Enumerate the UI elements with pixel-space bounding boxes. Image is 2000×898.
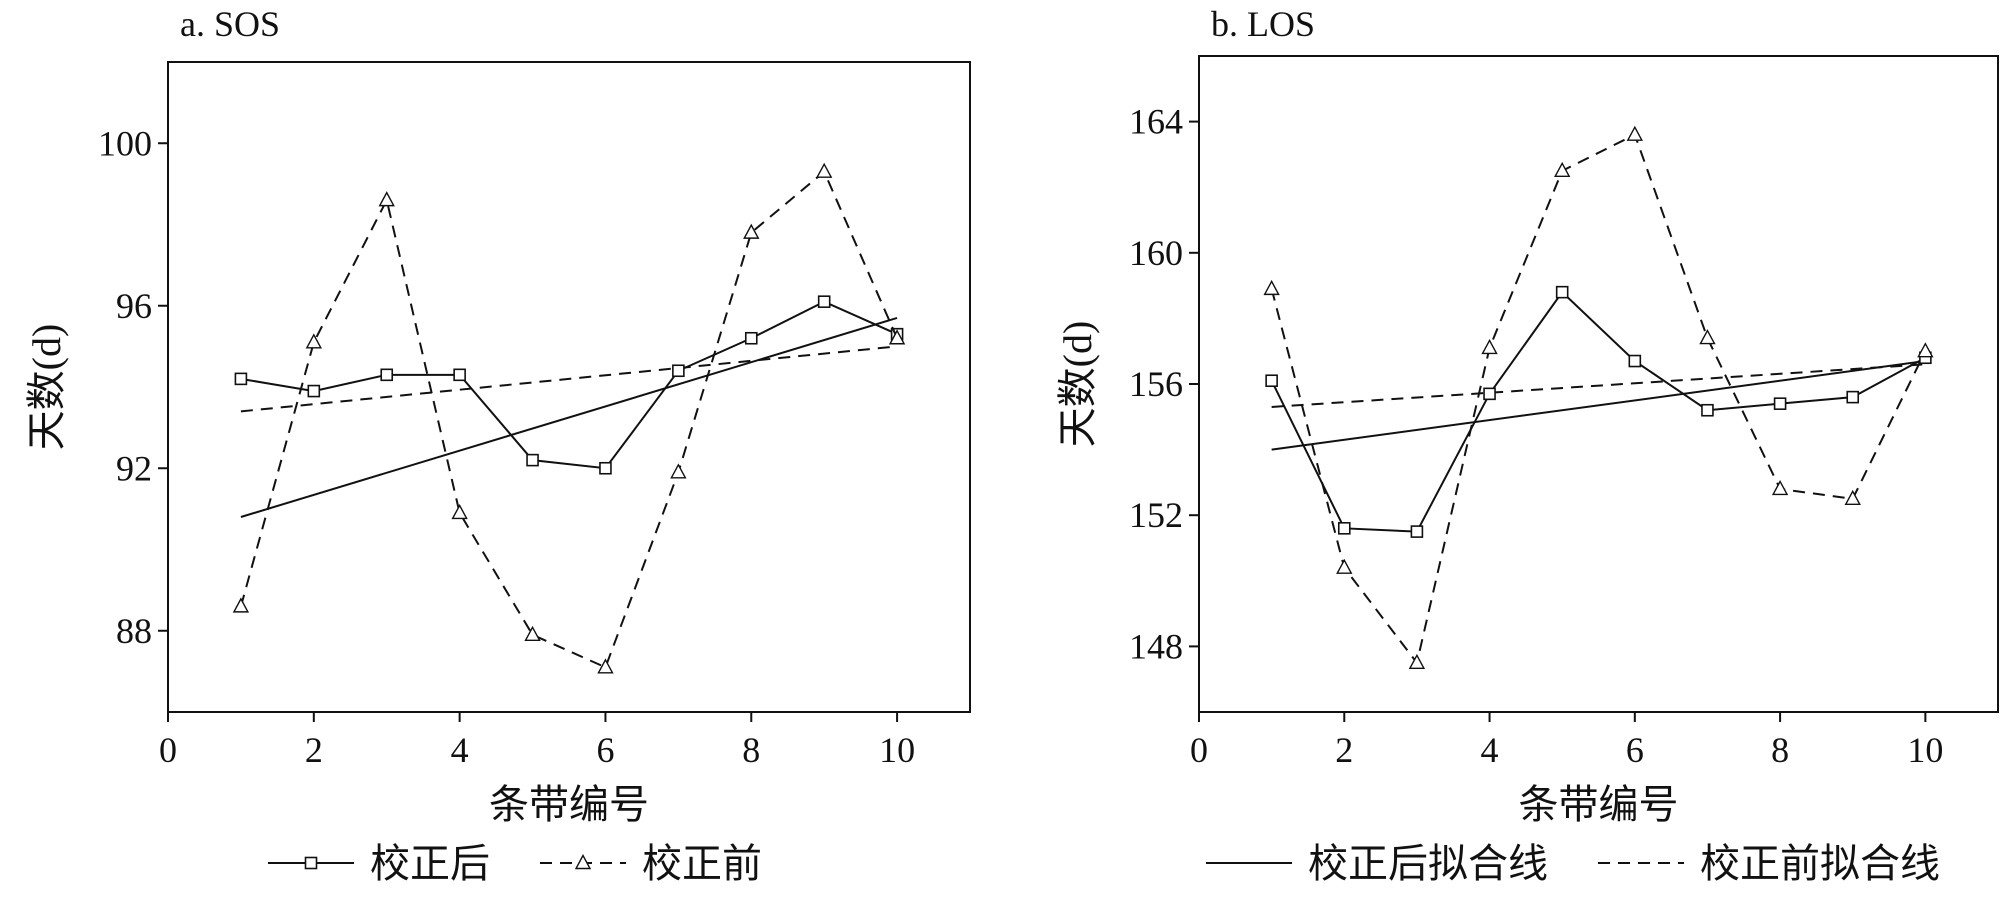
fit-line-corrected (240, 316, 898, 518)
data-point-corrected (1846, 390, 1860, 404)
y-tick-label: 152 (1129, 495, 1183, 535)
x-tick-label: 8 (1771, 730, 1789, 770)
series-line-corrected (240, 300, 898, 470)
data-point-uncorrected (1626, 125, 1643, 141)
data-point-uncorrected (743, 223, 760, 239)
x-axis-label: 条带编号 (489, 782, 649, 827)
legend-swatch-marker (304, 856, 318, 870)
data-point-corrected (672, 364, 685, 378)
data-point-uncorrected (888, 329, 906, 345)
plot-frame (167, 61, 971, 713)
chart-a: a. SOS 0 2 4 6 8 10 88 92 96 100 条带编号 天数(d) (24, 4, 971, 827)
x-tick-label: 6 (1626, 730, 1644, 770)
x-axis-label: 条带编号 (1519, 782, 1679, 827)
data-point-corrected (599, 461, 612, 475)
data-point-corrected (1628, 354, 1642, 368)
data-point-uncorrected (1917, 342, 1934, 358)
data-point-uncorrected (1408, 653, 1426, 669)
data-point-uncorrected (1336, 558, 1353, 574)
series-line-uncorrected (239, 170, 899, 669)
x-tick-label: 2 (1335, 730, 1353, 770)
y-tick-label: 148 (1129, 626, 1183, 666)
data-point-corrected (1701, 403, 1714, 417)
fit-line-uncorrected (240, 345, 898, 413)
x-tick-label: 6 (596, 730, 614, 770)
data-point-uncorrected (1481, 338, 1498, 355)
legend-right: 校正后拟合线 校正前拟合线 (1206, 841, 1940, 886)
y-tick-label: 156 (1129, 364, 1183, 404)
y-tick-label: 92 (116, 448, 152, 488)
x-tick-label: 2 (305, 730, 323, 770)
x-tick-label: 4 (1481, 730, 1499, 770)
data-point-uncorrected (378, 191, 395, 207)
chart-b: b. LOS 0 2 4 6 8 10 148 152 156 160 164 条带编号 天数(d) (1055, 4, 1999, 827)
data-point-corrected (453, 368, 466, 382)
chart-title: a. SOS (180, 4, 280, 44)
data-point-uncorrected (524, 625, 541, 642)
x-tick-label: 8 (742, 730, 760, 770)
x-tick-label: 0 (159, 730, 177, 770)
data-point-uncorrected (597, 658, 614, 674)
data-point-uncorrected (1263, 279, 1280, 296)
data-point-uncorrected (670, 463, 687, 479)
data-point-corrected (234, 372, 248, 386)
x-tick-label: 10 (1907, 730, 1943, 770)
series-line-uncorrected (1270, 133, 1927, 666)
data-point-corrected (1773, 397, 1787, 410)
legend-label: 校正后拟合线 (1308, 841, 1548, 886)
data-point-uncorrected (305, 333, 322, 349)
series-line-corrected (1270, 290, 1926, 533)
data-point-corrected (526, 453, 539, 467)
legend-label: 校正前 (642, 841, 762, 886)
y-tick-label: 100 (98, 123, 152, 163)
data-point-uncorrected (232, 597, 250, 613)
data-point-corrected (1410, 525, 1424, 538)
data-point-uncorrected (1771, 479, 1789, 496)
x-tick-label: 0 (1190, 730, 1208, 770)
data-point-corrected (1483, 387, 1496, 401)
data-point-uncorrected (451, 503, 468, 520)
data-point-corrected (1265, 374, 1278, 388)
data-point-uncorrected (1554, 161, 1571, 178)
x-tick-label: 4 (451, 730, 469, 770)
data-point-uncorrected (816, 162, 833, 178)
y-axis-label: 天数(d) (24, 324, 69, 451)
legend-left: 校正后 校正前 (268, 841, 762, 886)
y-tick-label: 96 (116, 286, 152, 326)
data-point-corrected (817, 295, 831, 308)
y-tick-label: 164 (1129, 102, 1183, 142)
legend-swatch-marker (574, 854, 592, 870)
fit-line-corrected (1271, 360, 1926, 451)
legend-label: 校正前拟合线 (1700, 841, 1940, 886)
legend-label: 校正后 (370, 841, 490, 886)
data-point-corrected (380, 368, 394, 382)
data-point-corrected (307, 384, 321, 398)
chart-title: b. LOS (1211, 4, 1315, 44)
y-axis-label: 天数(d) (1055, 321, 1100, 448)
x-tick-label: 10 (879, 730, 915, 770)
y-tick-label: 88 (116, 611, 152, 651)
data-point-corrected (1337, 522, 1351, 535)
data-point-uncorrected (1844, 489, 1861, 505)
data-point-corrected (1555, 285, 1569, 299)
data-point-corrected (744, 331, 758, 345)
y-tick-label: 160 (1129, 233, 1183, 273)
data-point-uncorrected (1699, 329, 1716, 345)
fit-line-uncorrected (1271, 363, 1926, 408)
